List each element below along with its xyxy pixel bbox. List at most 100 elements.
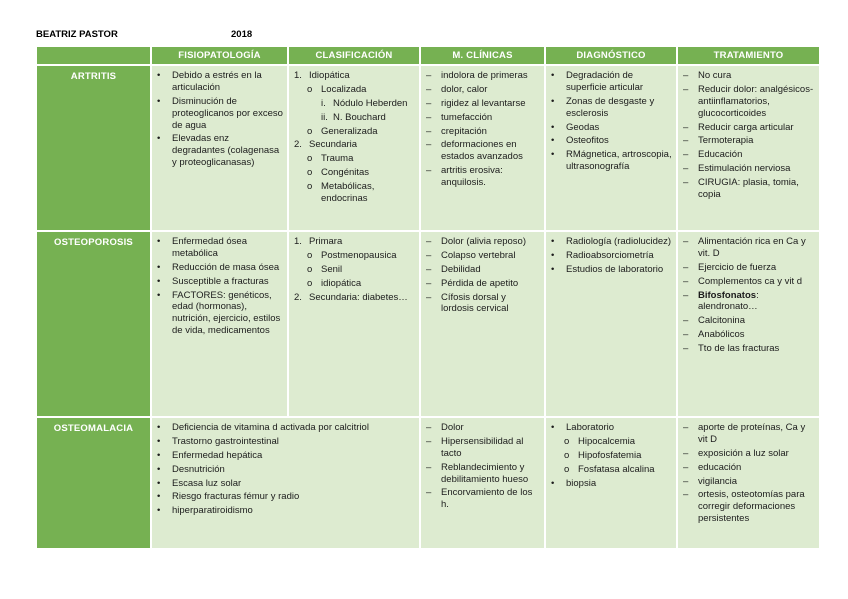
- list-item: – Dolor: [426, 422, 541, 434]
- list-item: – exposición a luz solar: [683, 448, 816, 460]
- list-text: Nódulo Heberden: [333, 97, 408, 109]
- list-text: Osteofitos: [566, 135, 609, 147]
- list-marker: –: [683, 275, 689, 287]
- table-cell: 1. Primara o Postmenopausica o Senil o idiopáti…: [287, 230, 421, 418]
- list-text: Calcitonina: [698, 315, 745, 327]
- list-item: – No cura: [683, 70, 816, 82]
- row-label: OSTEOPOROSIS: [35, 230, 152, 418]
- list-item: o idiopática: [307, 278, 416, 290]
- list-marker: –: [426, 165, 432, 177]
- table-cell: • Laboratorio o Hipocalcemia o Hipofosfatemia…: [544, 416, 678, 550]
- list-text: Debilidad: [441, 263, 481, 275]
- table-cell: – indolora de primeras – dolor, calor – rigid…: [419, 64, 546, 232]
- list-text: No cura: [698, 70, 732, 81]
- list-text: Deficiencia de vitamina d activada por c…: [172, 422, 369, 433]
- table-cell: – aporte de proteínas, Ca y vit D – exposic…: [676, 416, 821, 550]
- list-item: • Enfermedad ósea metabólica: [157, 236, 284, 260]
- list-marker: –: [683, 343, 689, 354]
- list-marker: –: [426, 83, 432, 95]
- list-text: Geodas: [566, 121, 600, 133]
- author-name: BEATRIZ PASTOR: [36, 29, 118, 40]
- list-marker: •: [157, 435, 161, 447]
- list-text: Radioabsorciometría: [566, 249, 654, 261]
- list-text: Termoterapia: [698, 135, 754, 147]
- list-text: aporte de proteínas, Ca y vit D: [698, 422, 806, 445]
- list-text: Trauma: [321, 153, 354, 165]
- list-item: • Reducción de masa ósea: [157, 262, 284, 274]
- list-text: Elevadas enz degradantes (colagenasa y p…: [172, 133, 280, 169]
- list-item: • RMágnetica, artroscopia, ultrasonografí…: [551, 149, 673, 173]
- list-text: exposición a luz solar: [698, 447, 789, 459]
- list-item: – ortesis, osteotomías para corregir defo…: [683, 489, 816, 525]
- list-text: Bifosfonatos: alendronato…: [698, 289, 759, 313]
- table-header-row: FISIOPATOLOGÍA CLASIFICACIÓN M. CLÍNICAS DI…: [35, 45, 821, 66]
- list-text: Laboratorio: [566, 422, 615, 433]
- list-marker: 1.: [294, 70, 302, 81]
- list-marker: 1.: [294, 236, 302, 247]
- list-marker: o: [307, 153, 313, 165]
- list-marker: o: [564, 463, 570, 475]
- table-row: ARTRITIS • Debido a estrés en la articulac…: [35, 64, 821, 232]
- list-item: o Hipofosfatemia: [564, 450, 673, 462]
- list-item: – Estimulación nerviosa: [683, 163, 816, 175]
- column-header: DIAGNÓSTICO: [544, 45, 678, 66]
- table-row: OSTEOMALACIA • Deficiencia de vitamina d a…: [35, 416, 821, 550]
- list-marker: –: [426, 236, 432, 247]
- list-item: • Elevadas enz degradantes (colagenasa y …: [157, 133, 284, 169]
- list-marker: –: [683, 121, 689, 133]
- list-item: – Termoterapia: [683, 135, 816, 147]
- list-marker: –: [426, 263, 432, 275]
- list-item: – artritis erosiva: anquilosis.: [426, 165, 541, 189]
- list-marker: –: [426, 139, 432, 151]
- list-marker: •: [157, 505, 161, 517]
- list-item: – Tto de las fracturas: [683, 343, 816, 355]
- list-item: • Enfermedad hepática: [157, 450, 416, 462]
- list-marker: •: [551, 477, 555, 489]
- list-item: • Radiología (radiolucidez): [551, 236, 673, 248]
- list-marker: –: [683, 83, 689, 95]
- list-marker: •: [551, 135, 555, 147]
- list-marker: i.: [321, 97, 326, 109]
- list-marker: •: [157, 463, 161, 475]
- table-cell: 1. Idiopática o Localizada i. Nódulo Heberden…: [287, 64, 421, 232]
- list-item: – Reducir dolor: analgésicos-antiinflamat…: [683, 84, 816, 120]
- list-text: RMágnetica, artroscopia, ultrasonografía: [566, 149, 672, 173]
- table-cell: • Enfermedad ósea metabólica • Reducción de…: [150, 230, 289, 418]
- list-text: Postmenopausica: [321, 249, 397, 261]
- list-item: • Osteofitos: [551, 135, 673, 147]
- list-marker: •: [551, 149, 555, 161]
- list-text: Susceptible a fracturas: [172, 275, 269, 287]
- list-marker: •: [157, 491, 161, 503]
- list-item: • Radioabsorciometría: [551, 250, 673, 262]
- list-text: artritis erosiva: anquilosis.: [441, 165, 503, 188]
- list-item: – Calcitonina: [683, 315, 816, 327]
- list-marker: •: [551, 70, 555, 81]
- list-marker: •: [551, 121, 555, 133]
- list-marker: –: [426, 111, 432, 123]
- list-text: Hipofosfatemia: [578, 449, 642, 461]
- list-marker: o: [564, 449, 570, 461]
- list-text: Tto de las fracturas: [698, 343, 780, 354]
- list-marker: –: [426, 461, 432, 473]
- list-marker: –: [683, 70, 689, 81]
- list-marker: •: [551, 249, 555, 261]
- list-text: indolora de primeras: [441, 70, 528, 81]
- list-marker: o: [307, 167, 313, 179]
- row-label: ARTRITIS: [35, 64, 152, 232]
- list-item: o Fosfatasa alcalina: [564, 464, 673, 476]
- list-item: • Riesgo fracturas fémur y radio: [157, 491, 416, 503]
- table-body: ARTRITIS • Debido a estrés en la articulac…: [35, 64, 821, 550]
- list-marker: –: [426, 249, 432, 261]
- list-item: • Susceptible a fracturas: [157, 276, 284, 288]
- list-marker: –: [426, 435, 432, 447]
- list-item: – Ejercicio de fuerza: [683, 262, 816, 274]
- table-cell: – Dolor (alivia reposo) – Colapso vertebral…: [419, 230, 546, 418]
- list-item: – CIRUGIA: plasia, tomia, copia: [683, 177, 816, 201]
- list-marker: •: [157, 422, 161, 433]
- list-marker: –: [683, 177, 689, 188]
- doc-year: 2018: [231, 29, 253, 40]
- list-marker: –: [426, 487, 432, 499]
- corner-header-cell: [35, 45, 152, 66]
- list-text: Generalizada: [321, 125, 378, 137]
- list-text: Reducción de masa ósea: [172, 261, 280, 273]
